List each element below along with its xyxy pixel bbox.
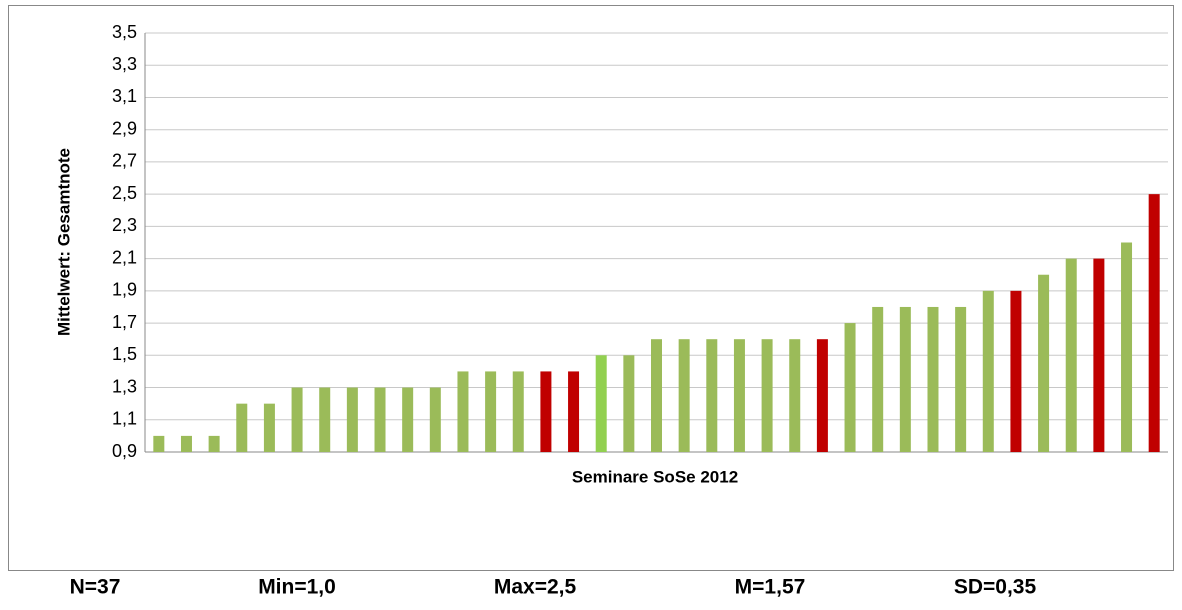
bar [761,339,773,452]
bar [1121,242,1133,452]
y-tick-label: 2,7 [112,151,137,171]
bar [595,355,607,452]
x-axis-title: Seminare SoSe 2012 [572,467,738,486]
y-tick-label: 2,9 [112,118,137,138]
bar [1093,258,1105,452]
bar [678,339,690,452]
bar [982,290,994,452]
bar [485,371,497,452]
y-tick-label: 1,3 [112,376,137,396]
y-tick-label: 1,7 [112,312,137,332]
bar [374,387,386,452]
bar [319,387,331,452]
y-tick-label: 1,5 [112,344,137,364]
bar [927,306,939,452]
bar [540,371,552,452]
bar [1038,274,1050,452]
bar [789,339,801,452]
y-tick-label: 1,9 [112,280,137,300]
bar [706,339,718,452]
bar [1148,194,1160,452]
bar [1065,258,1077,452]
bar [180,435,192,452]
bar [651,339,662,452]
bar [623,355,635,452]
bar [955,306,967,452]
y-tick-label: 3,3 [112,54,137,74]
y-tick-label: 2,5 [112,183,137,203]
bar [1010,290,1022,452]
bar [153,435,165,452]
footer-stat: Min=1,0 [258,576,336,599]
bar [899,306,911,452]
bar [263,403,275,452]
bar [208,435,220,452]
y-tick-label: 0,9 [112,441,137,461]
y-tick-label: 2,3 [112,215,137,235]
bar [816,339,828,452]
footer-stat: M=1,57 [735,576,806,599]
bar [733,339,745,452]
bar [236,403,248,452]
bar [568,371,580,452]
bar [346,387,358,452]
y-tick-label: 1,1 [112,409,137,429]
bar [872,306,884,452]
bar [844,323,856,452]
y-tick-label: 3,5 [112,22,137,42]
bar [429,387,441,452]
y-tick-label: 3,1 [112,86,137,106]
chart-frame [8,5,1174,571]
bar [402,387,414,452]
bar [457,371,469,452]
footer-stat: SD=0,35 [954,576,1037,599]
y-axis-title: Mittelwert: Gesamtnote [54,148,73,336]
footer-stat: N=37 [70,576,121,599]
y-tick-label: 2,1 [112,247,137,267]
bar [291,387,303,452]
footer-stat: Max=2,5 [494,576,577,599]
bar [512,371,524,452]
